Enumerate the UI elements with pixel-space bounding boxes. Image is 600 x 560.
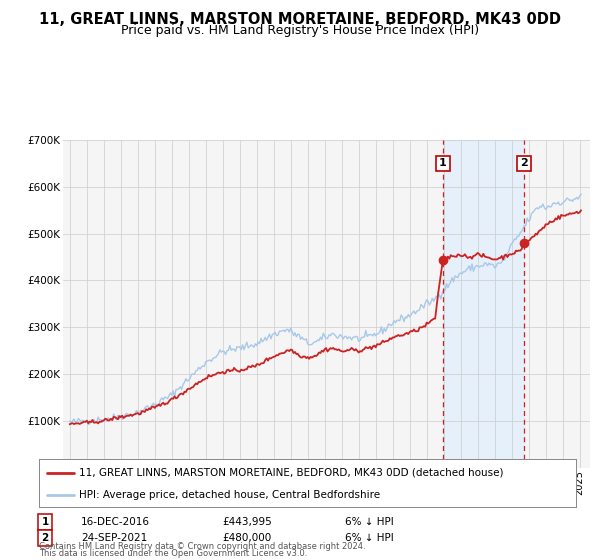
Text: 6% ↓ HPI: 6% ↓ HPI [345,533,394,543]
Text: This data is licensed under the Open Government Licence v3.0.: This data is licensed under the Open Gov… [39,549,307,558]
Text: 2: 2 [520,158,528,169]
Text: Contains HM Land Registry data © Crown copyright and database right 2024.: Contains HM Land Registry data © Crown c… [39,542,365,551]
Text: 6% ↓ HPI: 6% ↓ HPI [345,517,394,527]
Bar [443,140,524,468]
Text: 16-DEC-2016: 16-DEC-2016 [81,517,150,527]
Text: 24-SEP-2021: 24-SEP-2021 [81,533,147,543]
Text: £480,000: £480,000 [222,533,271,543]
Text: 2: 2 [41,533,49,543]
Text: 1: 1 [41,517,49,527]
Text: 1: 1 [439,158,447,169]
Text: HPI: Average price, detached house, Central Bedfordshire: HPI: Average price, detached house, Cent… [79,490,380,500]
Text: £443,995: £443,995 [222,517,272,527]
Text: 11, GREAT LINNS, MARSTON MORETAINE, BEDFORD, MK43 0DD: 11, GREAT LINNS, MARSTON MORETAINE, BEDF… [39,12,561,27]
Text: 11, GREAT LINNS, MARSTON MORETAINE, BEDFORD, MK43 0DD (detached house): 11, GREAT LINNS, MARSTON MORETAINE, BEDF… [79,468,504,478]
Text: Price paid vs. HM Land Registry's House Price Index (HPI): Price paid vs. HM Land Registry's House … [121,24,479,36]
